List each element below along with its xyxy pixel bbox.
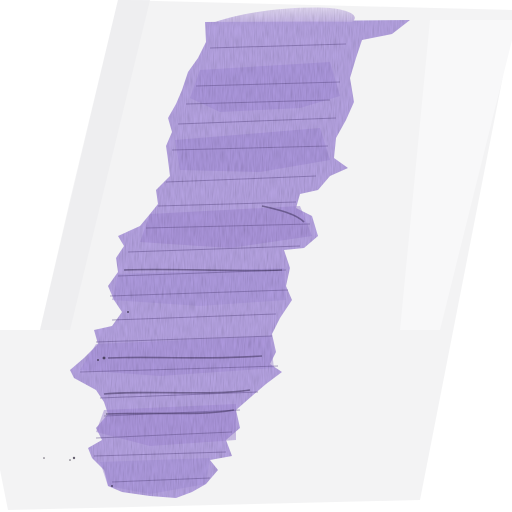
slide-mount-right-fade [400, 20, 512, 330]
tissue-folds [103, 205, 305, 415]
tissue-top-cap [215, 7, 355, 22]
tissue-fibers [79, 43, 347, 483]
tissue-patch [112, 268, 286, 306]
slide-mount-shadow [40, 0, 150, 330]
tissue-patch [190, 62, 340, 112]
tissue-patch [140, 206, 312, 248]
tissue-patch [175, 128, 330, 172]
tissue-patch [80, 336, 274, 376]
tissue-section [70, 7, 410, 498]
tissue-specks [43, 311, 129, 487]
tissue-body [70, 20, 410, 498]
tissue-patch [100, 458, 210, 494]
